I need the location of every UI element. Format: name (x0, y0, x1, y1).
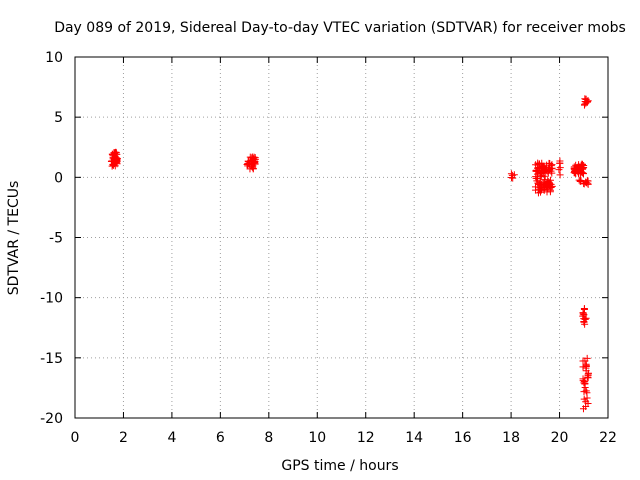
y-tick-label: -15 (40, 351, 63, 367)
x-tick-label: 16 (454, 430, 472, 446)
data-point (547, 165, 555, 173)
data-point (579, 363, 587, 371)
data-point (579, 170, 587, 178)
y-tick-label: -20 (40, 411, 63, 427)
data-point (534, 189, 542, 197)
data-point (247, 159, 255, 167)
data-point (584, 179, 592, 187)
data-point (579, 375, 587, 383)
x-tick-label: 6 (216, 430, 225, 446)
data-point (581, 315, 589, 323)
data-point (112, 149, 120, 157)
x-tick-label: 4 (167, 430, 176, 446)
y-axis-label: SDTVAR / TECUs (6, 181, 22, 296)
data-point (537, 181, 545, 189)
data-point (580, 161, 588, 169)
chart-title: Day 089 of 2019, Sidereal Day-to-day VTE… (54, 20, 626, 36)
data-point (540, 164, 548, 172)
data-point (509, 174, 517, 182)
data-point (582, 402, 590, 410)
data-point (582, 179, 590, 187)
data-point (250, 153, 258, 161)
data-point (556, 171, 564, 179)
x-tick-label: 18 (502, 430, 520, 446)
data-point (544, 180, 552, 188)
data-point (546, 176, 554, 184)
x-tick-label: 14 (405, 430, 423, 446)
data-point (582, 361, 590, 369)
data-point (576, 166, 584, 174)
data-point (112, 158, 120, 166)
data-point (580, 305, 588, 313)
y-tick-label: 10 (45, 50, 63, 66)
y-tick-label: -5 (49, 231, 63, 247)
data-point (537, 168, 545, 176)
data-point (541, 169, 549, 177)
data-point (580, 379, 588, 387)
data-point (580, 318, 588, 326)
x-tick-label: 12 (357, 430, 375, 446)
data-point (584, 373, 592, 381)
x-tick-label: 8 (264, 430, 273, 446)
data-point (576, 177, 584, 185)
x-tick-label: 22 (599, 430, 617, 446)
x-tick-label: 2 (119, 430, 128, 446)
data-point (532, 161, 540, 169)
data-point (541, 183, 549, 191)
grid-lines (75, 57, 608, 418)
y-tick-label: 5 (54, 110, 63, 126)
data-point (580, 395, 588, 403)
data-point (547, 183, 555, 191)
data-point (584, 97, 592, 105)
data-points (107, 95, 592, 413)
x-tick-label: 20 (551, 430, 569, 446)
data-point (573, 164, 581, 172)
data-point (510, 171, 518, 179)
y-tick-label: -10 (40, 291, 63, 307)
data-point (532, 167, 540, 175)
y-tick-label: 0 (54, 170, 63, 186)
data-point (583, 394, 591, 402)
data-point (536, 181, 544, 189)
x-axis-label: GPS time / hours (281, 458, 398, 474)
data-point (540, 176, 548, 184)
data-point (556, 164, 564, 172)
data-point (248, 154, 256, 162)
data-point (575, 168, 583, 176)
data-point (579, 310, 587, 318)
data-point (249, 165, 257, 173)
data-point (555, 166, 563, 174)
data-point (108, 157, 116, 165)
plot-frame (74, 56, 609, 419)
data-point (578, 160, 586, 168)
x-tick-label: 0 (71, 430, 80, 446)
x-tick-label: 10 (308, 430, 326, 446)
axis-ticks: 0 2 4 6 8 10 12 14 16 18 20 22 10 5 0 -5 -10 -15 -20 (40, 50, 617, 446)
data-point (248, 160, 256, 168)
data-point (582, 387, 590, 395)
data-point (546, 186, 554, 194)
data-point (584, 370, 592, 378)
data-point (534, 175, 542, 183)
data-point (546, 165, 554, 173)
data-point (581, 357, 589, 365)
